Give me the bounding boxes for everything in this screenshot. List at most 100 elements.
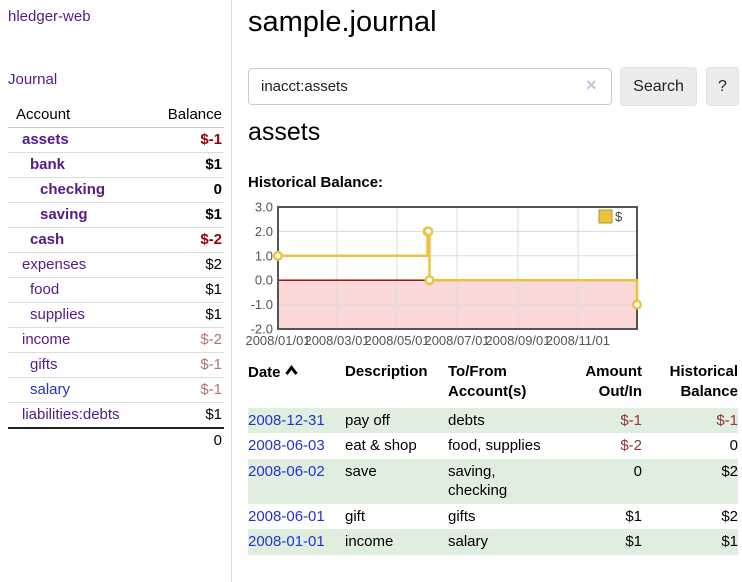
register-row: 2008-06-01 gift gifts $1 $2 [248, 504, 738, 530]
account-link[interactable]: liabilities:debts [22, 406, 120, 423]
account-link[interactable]: supplies [30, 306, 86, 323]
register-cell-balance: $2 [721, 507, 738, 525]
register-table: Date Description To/From Account(s) Amou… [248, 360, 738, 555]
account-row: income $-2 [8, 328, 224, 353]
register-cell-description: eat & shop [345, 437, 417, 455]
account-link[interactable]: saving [40, 206, 88, 223]
account-row: gifts $-1 [8, 353, 224, 378]
register-cell-description: pay off [345, 411, 390, 429]
register-row: 2008-06-03 eat & shop food, supplies $-2 0 [248, 433, 738, 459]
account-balance: $1 [205, 306, 222, 323]
account-row: liabilities:debts $1 [8, 403, 224, 427]
register-cell-amount: $1 [625, 533, 642, 551]
register-row: 2008-12-31 pay off debts $-1 $-1 [248, 407, 738, 434]
register-cell-balance: 0 [729, 437, 738, 455]
search-form: × Search ? [248, 67, 742, 106]
account-balance: $2 [205, 256, 222, 273]
svg-text:-1.0: -1.0 [251, 297, 273, 312]
clear-search-icon[interactable]: × [586, 75, 597, 95]
accounts-header-balance: Balance [167, 106, 222, 123]
register-cell-description: save [345, 462, 377, 480]
transaction-date-link[interactable]: 2008-06-01 [248, 507, 325, 525]
accounts-total-row: 0 [8, 427, 224, 453]
app-brand-link[interactable]: hledger-web [8, 8, 91, 25]
account-row: salary $-1 [8, 378, 224, 403]
account-link[interactable]: gifts [30, 356, 58, 373]
account-link[interactable]: income [22, 331, 71, 348]
register-cell-accounts: debts [448, 411, 485, 429]
search-help-button[interactable]: ? [706, 67, 739, 106]
sort-ascending-icon [284, 362, 298, 382]
transaction-date-link[interactable]: 2008-12-31 [248, 411, 325, 429]
search-input[interactable] [248, 68, 612, 105]
account-link[interactable]: checking [40, 181, 106, 198]
svg-text:2008/11/01: 2008/11/01 [546, 333, 610, 348]
svg-text:1.0: 1.0 [255, 248, 273, 263]
account-balance: 0 [213, 181, 222, 198]
main-content: sample.journal × Search ? assets Histori… [245, 0, 742, 582]
account-balance: $1 [205, 206, 222, 223]
sidebar: hledger-web Journal Account Balance asse… [0, 0, 232, 582]
register-header-accounts: To/From Account(s) [448, 363, 527, 400]
register-header-description: Description [345, 363, 428, 380]
transaction-date-link[interactable]: 2008-01-01 [248, 533, 325, 551]
accounts-rows: assets $-1 bank $1 checking 0 saving $1 cash $-2 e… [8, 128, 224, 427]
register-cell-accounts: food, supplies [448, 437, 541, 455]
register-cell-date: 2008-01-01 [248, 529, 345, 555]
account-balance: $1 [205, 406, 222, 423]
account-row: checking 0 [8, 178, 224, 203]
search-button[interactable]: Search [620, 67, 697, 106]
account-link[interactable]: bank [30, 156, 66, 173]
register-cell-description: income [345, 533, 394, 551]
account-link[interactable]: salary [30, 381, 71, 398]
register-row: 2008-06-02 save saving, checking 0 $2 [248, 458, 738, 504]
register-cell-amount: $1 [625, 507, 642, 525]
register-cell-date: 2008-06-01 [248, 504, 345, 530]
account-row: saving $1 [8, 203, 224, 228]
svg-text:2008/03/01: 2008/03/01 [304, 333, 369, 348]
account-row: food $1 [8, 278, 224, 303]
account-row: expenses $2 [8, 253, 224, 278]
svg-text:2008/09/01: 2008/09/01 [485, 333, 550, 348]
svg-text:-2.0: -2.0 [251, 322, 273, 337]
register-cell-amount: $-2 [620, 437, 642, 455]
register-cell-description: gift [345, 507, 366, 525]
register-header-date[interactable]: Date [248, 360, 345, 408]
svg-text:$: $ [615, 209, 623, 224]
register-cell-accounts: gifts [448, 507, 476, 525]
account-row: cash $-2 [8, 228, 224, 253]
account-balance: $1 [205, 156, 222, 173]
register-cell-balance: $-1 [716, 411, 738, 429]
account-link[interactable]: food [30, 281, 60, 298]
accounts-header-account: Account [16, 106, 71, 123]
register-cell-date: 2008-12-31 [248, 408, 345, 434]
accounts-table: Account Balance assets $-1 bank $1 checking 0… [8, 103, 224, 453]
account-balance: $-2 [200, 231, 222, 248]
account-row: supplies $1 [8, 303, 224, 328]
account-balance: $-1 [200, 131, 222, 148]
svg-text:0.0: 0.0 [255, 273, 273, 288]
register-cell-date: 2008-06-02 [248, 459, 345, 504]
register-cell-date: 2008-06-03 [248, 433, 345, 459]
register-cell-balance: $2 [721, 462, 738, 480]
historical-balance-chart: $3.0 2.0 1.0 0.0 -1.0 -2.02008/01/012008/03/0… [245, 200, 643, 348]
accounts-total-value: 0 [213, 432, 222, 449]
account-link[interactable]: cash [30, 231, 65, 248]
register-cell-accounts: salary [448, 533, 489, 551]
svg-text:2.0: 2.0 [255, 224, 273, 239]
register-cell-balance: $1 [721, 533, 738, 551]
register-cell-accounts: saving, checking [448, 462, 508, 500]
transaction-date-link[interactable]: 2008-06-03 [248, 437, 325, 455]
svg-text:2008/05/01: 2008/05/01 [364, 333, 429, 348]
register-header-row: Date Description To/From Account(s) Amou… [248, 360, 738, 408]
account-link[interactable]: expenses [22, 256, 87, 273]
svg-text:3.0: 3.0 [255, 200, 273, 215]
sidebar-item-journal[interactable]: Journal [8, 71, 58, 88]
transaction-date-link[interactable]: 2008-06-02 [248, 462, 325, 480]
register-cell-amount: 0 [633, 462, 642, 480]
account-link[interactable]: assets [22, 131, 69, 148]
register-row: 2008-01-01 income salary $1 $1 [248, 529, 738, 555]
register-header-amount: Amount Out/In [585, 363, 642, 400]
register-cell-amount: $-1 [620, 411, 642, 429]
account-balance: $-1 [200, 381, 222, 398]
